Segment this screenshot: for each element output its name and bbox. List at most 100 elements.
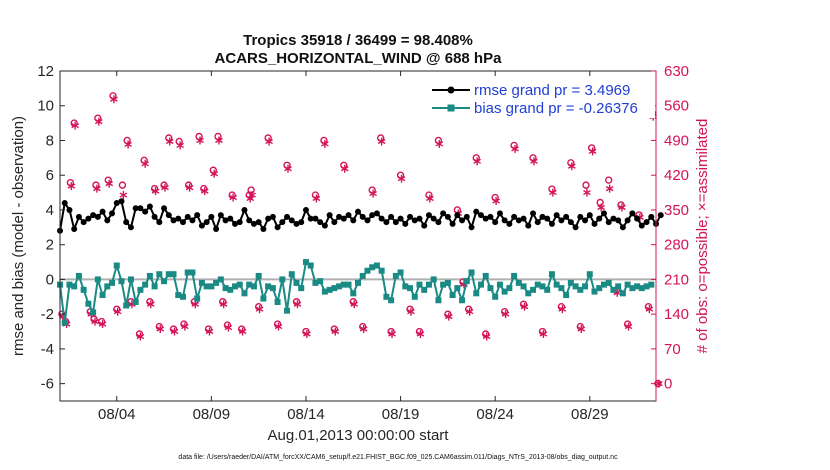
rmse-point <box>468 224 475 231</box>
bias-point <box>364 267 371 274</box>
bias-point <box>392 272 399 279</box>
x-tick-label: 08/29 <box>571 406 609 423</box>
bias-point <box>279 276 286 283</box>
obs-assimilated-point <box>124 140 132 149</box>
rmse-point <box>425 212 432 219</box>
bias-point <box>416 281 423 288</box>
obs-assimilated-point <box>618 203 626 212</box>
bias-point <box>288 271 295 278</box>
x-tick-label: 08/24 <box>476 406 514 423</box>
obs-assimilated-point <box>331 327 340 336</box>
bias-point <box>232 283 239 290</box>
rmse-point <box>525 222 532 229</box>
rmse-series <box>57 198 664 234</box>
rmse-point <box>250 220 257 227</box>
rmse-point <box>421 222 428 229</box>
bias-point <box>161 278 168 285</box>
right-axis-label: # of obs: o=possible; ×=assimilated <box>694 119 711 354</box>
obs-assimilated-point <box>151 187 160 196</box>
rmse-point <box>265 215 272 222</box>
rmse-point <box>260 226 267 233</box>
bias-point <box>194 295 201 302</box>
rmse-point <box>94 213 101 220</box>
right-tick-label: 630 <box>664 63 689 80</box>
bias-point <box>94 276 101 283</box>
bias-point <box>127 276 134 283</box>
bias-point <box>203 283 210 290</box>
bias-point <box>359 272 366 279</box>
rmse-point <box>407 213 414 220</box>
rmse-point <box>156 219 163 226</box>
bias-point <box>118 278 125 285</box>
bias-point <box>567 279 574 286</box>
bias-point <box>544 286 551 293</box>
bias-point <box>217 276 224 283</box>
bias-point <box>293 279 300 286</box>
bias-point <box>425 281 432 288</box>
bias-point <box>142 281 149 288</box>
data-file-footer: data file: /Users/raeder/DAI/ATM_forcXX/… <box>178 454 618 461</box>
rmse-point <box>440 210 447 217</box>
bias-point <box>355 279 361 286</box>
obs-assimilated-point <box>229 193 237 202</box>
rmse-point <box>75 213 82 220</box>
obs-assimilated-point <box>426 194 434 203</box>
obs-assimilated-point <box>161 183 169 192</box>
bias-point <box>222 285 229 292</box>
rmse-point <box>66 206 73 213</box>
rmse-point <box>477 212 484 219</box>
rmse-point <box>184 213 191 220</box>
right-tick-label: 210 <box>664 271 689 288</box>
bias-point <box>459 297 466 304</box>
rmse-point <box>553 212 560 219</box>
left-tick-label: -6 <box>41 376 54 393</box>
bias-point <box>198 279 205 286</box>
obs-assimilated-point <box>110 95 118 104</box>
rmse-point <box>454 212 461 219</box>
left-tick-label: 10 <box>37 98 54 115</box>
bias-point <box>411 293 418 300</box>
rmse-point <box>496 210 503 217</box>
bias-point <box>312 279 319 286</box>
obs-assimilated-point <box>185 183 194 192</box>
obs-assimilated-point <box>558 305 567 314</box>
left-tick-label: 6 <box>46 167 54 184</box>
obs-assimilated-point <box>577 325 586 334</box>
obs-assimilated-point <box>588 147 597 156</box>
obs-assimilated-point <box>238 327 247 336</box>
rmse-point <box>544 215 551 222</box>
bias-point <box>454 285 461 292</box>
rmse-point <box>539 213 546 220</box>
left-axis-label: rmse and bias (model - observation) <box>10 116 27 356</box>
bias-point <box>61 319 68 326</box>
bias-point <box>307 262 314 269</box>
rmse-point <box>170 217 177 224</box>
x-axis-label: Aug.01,2013 00:00:00 start <box>268 427 450 444</box>
bias-point <box>189 269 196 276</box>
bias-point <box>241 290 248 297</box>
rmse-point <box>430 215 437 222</box>
obs-assimilated-point <box>482 332 491 341</box>
rmse-point <box>463 213 470 220</box>
bias-point <box>184 269 191 276</box>
obs-assimilated-point <box>397 174 406 183</box>
rmse-point <box>572 224 579 231</box>
obs-assimilated-point <box>165 137 174 146</box>
bias-point <box>99 292 106 299</box>
bias-point <box>501 288 508 295</box>
rmse-point <box>548 220 555 227</box>
bias-point <box>331 285 338 292</box>
bias-point <box>643 283 650 290</box>
obs-assimilated-point <box>583 188 591 197</box>
rmse-point <box>71 226 78 233</box>
bias-point <box>634 283 641 290</box>
rmse-point <box>336 213 343 220</box>
rmse-point <box>151 213 158 220</box>
obs-assimilated-point <box>284 164 292 173</box>
rmse-point <box>615 217 622 224</box>
bias-point <box>146 272 153 279</box>
bias-point <box>302 259 309 266</box>
rmse-point <box>142 208 149 215</box>
rmse-point <box>624 217 631 224</box>
rmse-point <box>392 219 399 226</box>
